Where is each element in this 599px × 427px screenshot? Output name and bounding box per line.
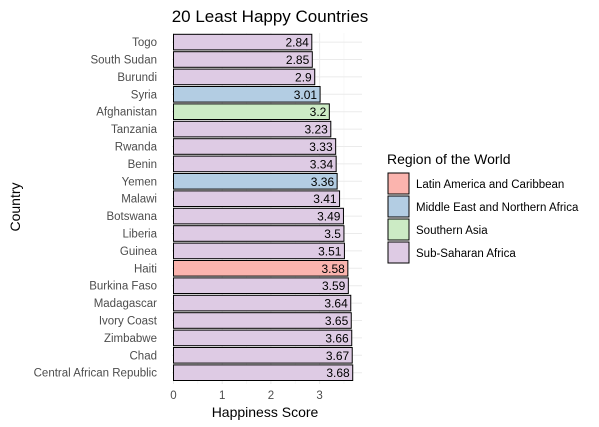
x-tick-label-1: 1 (219, 390, 225, 402)
bar-haiti (173, 260, 349, 277)
y-tick-label-botswana: Botswana (106, 211, 157, 223)
legend: Region of the World Latin America and Ca… (387, 151, 579, 264)
bar-zimbabwe (173, 329, 353, 347)
data-label-zimbabwe: 3.66 (325, 331, 349, 345)
x-axis-title: Happiness Score (212, 404, 319, 420)
x-tick-label-3: 3 (316, 390, 322, 402)
bar-central-african-republic (173, 364, 354, 381)
bar-burkina-faso (173, 277, 349, 294)
y-tick-label-malawi: Malawi (121, 194, 157, 206)
y-tick-label-rwanda: Rwanda (115, 142, 158, 154)
data-label-togo: 2.84 (285, 36, 309, 50)
bar-liberia (173, 225, 345, 242)
data-labels-group: 2.84 2.85 2.9 3.01 3.2 3.23 3.33 3.34 3.36 3.41 3.… (285, 36, 350, 381)
data-label-ivory-coast: 3.65 (325, 314, 349, 328)
x-axis-tick-labels: 0 1 2 3 (170, 390, 323, 402)
data-label-liberia: 3.5 (324, 227, 341, 241)
legend-key-southern-asia (387, 218, 410, 241)
data-label-central-african-republic: 3.68 (326, 366, 350, 380)
data-label-syria: 3.01 (294, 88, 318, 102)
bar-burundi (173, 68, 316, 86)
y-tick-label-zimbabwe: Zimbabwe (104, 333, 157, 345)
legend-key-latin-america-and-caribbean (387, 172, 410, 195)
legend-label-sub-saharan-africa: Sub-Saharan Africa (416, 248, 516, 260)
data-label-chad: 3.67 (326, 349, 350, 363)
y-tick-label-liberia: Liberia (122, 229, 157, 241)
data-label-burundi: 2.9 (295, 70, 312, 84)
bar-botswana (173, 207, 344, 225)
y-tick-label-burkina-faso: Burkina Faso (89, 281, 157, 293)
legend-key-sub-saharan-africa (387, 241, 410, 264)
legend-title: Region of the World (387, 151, 510, 167)
y-tick-label-haiti: Haiti (134, 263, 157, 275)
bar-togo (173, 33, 313, 51)
y-tick-label-togo: Togo (132, 37, 157, 49)
y-tick-label-burundi: Burundi (117, 72, 157, 84)
data-label-madagascar: 3.64 (324, 297, 348, 311)
legend-label-middle-east-and-northern-africa: Middle East and Northern Africa (416, 202, 579, 214)
data-label-rwanda: 3.33 (309, 140, 333, 154)
y-tick-label-central-african-republic: Central African Republic (34, 368, 158, 380)
data-label-yemen: 3.36 (311, 175, 335, 189)
x-tick-label-0: 0 (170, 390, 176, 402)
chart-title: 20 Least Happy Countries (172, 7, 369, 26)
bars-group (173, 33, 354, 381)
legend-label-southern-asia: Southern Asia (416, 225, 488, 237)
data-label-afghanistan: 3.2 (310, 105, 327, 119)
y-tick-label-syria: Syria (131, 89, 158, 101)
y-axis-title: Country (7, 182, 23, 231)
legend-items: Latin America and Caribbean Middle East a… (387, 172, 579, 264)
bar-rwanda (173, 138, 337, 155)
bar-ivory-coast (173, 312, 352, 329)
bar-tanzania (173, 120, 332, 138)
legend-label-latin-america-and-caribbean: Latin America and Caribbean (416, 179, 564, 191)
y-tick-label-south-sudan: South Sudan (90, 55, 157, 67)
data-label-tanzania: 3.23 (304, 123, 328, 137)
bar-syria (173, 86, 321, 103)
x-tick-label-2: 2 (268, 390, 274, 402)
y-tick-label-yemen: Yemen (122, 176, 157, 188)
data-label-malawi: 3.41 (313, 192, 337, 206)
y-tick-label-afghanistan: Afghanistan (96, 107, 157, 119)
bar-chad (173, 347, 353, 364)
y-tick-label-ivory-coast: Ivory Coast (99, 316, 158, 328)
bar-benin (173, 155, 337, 173)
y-tick-label-benin: Benin (128, 159, 157, 171)
y-tick-label-chad: Chad (130, 350, 158, 362)
data-label-burkina-faso: 3.59 (322, 279, 346, 293)
bar-madagascar (173, 294, 352, 312)
data-label-guinea: 3.51 (318, 244, 342, 258)
bar-guinea (173, 242, 345, 260)
data-label-benin: 3.34 (310, 157, 334, 171)
y-tick-label-tanzania: Tanzania (111, 124, 158, 136)
data-label-botswana: 3.49 (317, 210, 341, 224)
bar-yemen (173, 173, 338, 190)
plot-area: 2.84 2.85 2.9 3.01 3.2 3.23 3.33 3.34 3.36 3.41 3.… (34, 33, 362, 402)
y-tick-label-madagascar: Madagascar (94, 298, 157, 310)
y-tick-label-guinea: Guinea (120, 246, 158, 258)
bar-afghanistan (173, 103, 330, 121)
legend-key-middle-east-and-northern-africa (387, 195, 410, 218)
data-label-south-sudan: 2.85 (286, 53, 310, 67)
bar-malawi (173, 190, 341, 207)
bar-south-sudan (173, 51, 313, 68)
data-label-haiti: 3.58 (321, 262, 345, 276)
y-axis-tick-labels: Togo South Sudan Burundi Syria Afghanistan Ta… (34, 37, 158, 380)
